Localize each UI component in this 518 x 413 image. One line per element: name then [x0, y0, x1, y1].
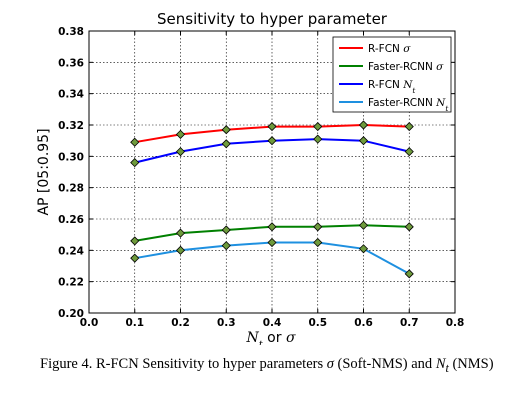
- data-point: [313, 237, 323, 248]
- x-tick-label: 0.0: [80, 317, 99, 329]
- legend-entry: R-FCN Nt: [368, 79, 416, 95]
- data-point: [313, 134, 323, 144]
- y-tick-label: 0.24: [58, 245, 84, 257]
- x-axis-label: Nt or σ: [245, 330, 296, 345]
- data-point: [130, 236, 140, 246]
- data-point: [221, 241, 231, 251]
- data-point: [313, 122, 323, 132]
- data-point: [404, 147, 414, 157]
- x-tick-label: 0.2: [171, 317, 190, 329]
- data-point: [358, 136, 369, 146]
- chart: Sensitivity to hyper parameter 0.0 0.1 0.2…: [36, 10, 464, 345]
- data-point: [267, 136, 277, 146]
- figure-caption: Figure 4. R-FCN Sensitivity to hyper par…: [40, 355, 515, 378]
- data-point: [175, 147, 186, 157]
- data-point: [404, 122, 414, 132]
- y-tick-label: 0.26: [58, 214, 84, 226]
- x-tick-label: 0.1: [125, 317, 144, 329]
- data-point: [358, 120, 369, 130]
- legend-entry-name: R-FCN: [368, 43, 403, 55]
- data-point: [175, 245, 186, 255]
- legend-entry: Faster-RCNN σ: [368, 61, 444, 73]
- legend-entry-name: Faster-RCNN: [368, 61, 436, 73]
- series-lines: [130, 120, 414, 279]
- legend-entry-symbol: σ: [403, 43, 411, 55]
- legend-entry-subscript: t: [445, 104, 449, 113]
- x-label-n: N: [245, 330, 259, 345]
- y-tick-label: 0.32: [58, 120, 84, 132]
- data-point: [175, 228, 186, 238]
- y-tick-label: 0.22: [58, 277, 84, 289]
- x-label-sigma: σ: [286, 330, 296, 345]
- y-tick-label: 0.34: [58, 89, 84, 101]
- caption-text-3: (NMS): [448, 356, 494, 372]
- data-point: [130, 158, 140, 168]
- x-label-sub: t: [259, 340, 264, 346]
- data-point: [267, 237, 277, 248]
- data-point: [358, 244, 369, 254]
- data-point: [404, 269, 414, 279]
- data-point: [221, 225, 231, 235]
- caption-n: N: [435, 356, 446, 372]
- legend-entry-symbol: N: [435, 97, 446, 109]
- legend-entry-name: Faster-RCNN: [368, 97, 436, 109]
- caption-n-sub: t: [445, 360, 449, 375]
- data-point: [404, 222, 414, 232]
- x-label-or: or: [263, 330, 286, 345]
- legend-entry-symbol: σ: [436, 61, 444, 73]
- caption-text-2: (Soft-NMS) and: [333, 356, 436, 372]
- axis-ticks: 0.0 0.1 0.2 0.3 0.4 0.5 0.6 0.7 0.8 0.20 0.22 0.24 0…: [58, 26, 464, 329]
- data-point: [267, 222, 277, 232]
- legend-entry-symbol: N: [402, 79, 413, 91]
- data-point: [130, 137, 140, 147]
- x-tick-label: 0.7: [400, 317, 419, 329]
- legend-entry-name: R-FCN: [368, 79, 403, 91]
- legend-entry: Faster-RCNN Nt: [368, 97, 449, 113]
- data-point: [221, 125, 231, 135]
- legend-entry-subscript: t: [412, 86, 416, 95]
- y-tick-label: 0.38: [58, 26, 84, 38]
- x-tick-label: 0.3: [217, 317, 236, 329]
- x-tick-label: 0.8: [446, 317, 465, 329]
- data-point: [358, 220, 369, 230]
- data-point: [221, 139, 231, 149]
- y-tick-label: 0.20: [58, 308, 84, 320]
- data-point: [130, 253, 140, 263]
- y-axis-label: AP [05:0.95]: [36, 128, 52, 215]
- data-point: [175, 129, 186, 139]
- x-tick-label: 0.5: [308, 317, 327, 329]
- legend-box: [332, 36, 452, 113]
- caption-sigma: σ: [326, 356, 334, 372]
- data-point: [267, 122, 277, 132]
- chart-title: Sensitivity to hyper parameter: [157, 10, 388, 28]
- y-tick-label: 0.30: [58, 151, 84, 163]
- x-tick-label: 0.6: [354, 317, 373, 329]
- y-tick-label: 0.36: [58, 57, 84, 69]
- x-tick-label: 0.4: [263, 317, 282, 329]
- caption-text-1: Figure 4. R-FCN Sensitivity to hyper par…: [40, 356, 327, 372]
- y-tick-label: 0.28: [58, 183, 84, 195]
- legend-entry: R-FCN σ: [368, 43, 411, 55]
- data-point: [313, 222, 323, 232]
